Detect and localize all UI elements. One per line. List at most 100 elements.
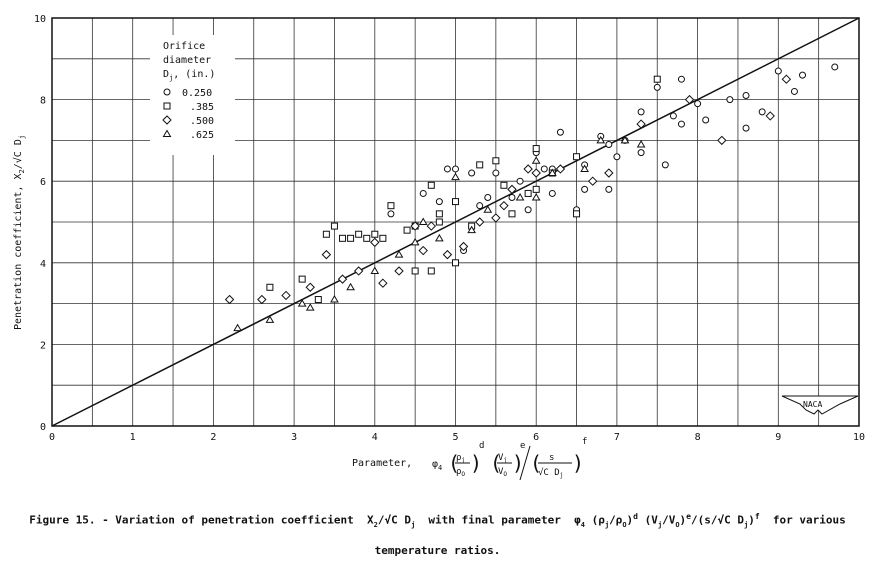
square-point xyxy=(573,153,581,161)
legend-label: 0.250 xyxy=(182,88,212,99)
svg-text:d: d xyxy=(479,441,484,451)
diamond-point xyxy=(491,213,501,223)
triangle-point xyxy=(297,299,307,307)
x-tick-label: 1 xyxy=(130,432,136,443)
figure-caption-line1: Figure 15. - Variation of penetration co… xyxy=(29,512,846,529)
diamond-point xyxy=(378,278,388,288)
svg-text:φ4: φ4 xyxy=(432,459,442,472)
diamond-point xyxy=(281,290,291,301)
triangle-point xyxy=(515,193,525,201)
x-tick-label: 5 xyxy=(452,432,458,443)
square-point xyxy=(266,283,274,291)
circle-point xyxy=(605,140,613,148)
scatter-chart: 0 1 2 3 4 5 6 7 8 9 10 0 2 4 6 8 10 Orifice diameter Dj,… xyxy=(12,14,865,481)
reference-line xyxy=(51,17,860,427)
svg-text:(: ( xyxy=(490,451,502,475)
y-tick-label: 6 xyxy=(40,177,46,188)
triangle-point xyxy=(596,135,606,144)
diamond-point xyxy=(765,111,775,121)
svg-text:): ) xyxy=(572,451,584,475)
circle-point xyxy=(637,108,645,116)
x-tick-label: 3 xyxy=(291,432,297,443)
legend-title-2: diameter xyxy=(163,55,211,66)
legend-label: .625 xyxy=(190,130,214,141)
circle-point xyxy=(419,189,427,197)
legend-label: .500 xyxy=(190,116,214,127)
square-point xyxy=(476,161,484,169)
axis-ticks: 0 1 2 3 4 5 6 7 8 9 10 0 2 4 6 8 10 xyxy=(34,14,865,443)
circle-point xyxy=(661,161,669,169)
circle-point xyxy=(516,177,524,185)
triangle-point xyxy=(451,172,460,181)
square-point xyxy=(379,234,387,242)
circle-point xyxy=(452,165,459,173)
square-point xyxy=(322,230,330,238)
square-point xyxy=(500,181,508,189)
circle-point xyxy=(831,63,839,71)
circle-point xyxy=(443,165,451,173)
circle-point xyxy=(556,128,564,136)
square-point xyxy=(573,210,581,218)
y-tick-label: 10 xyxy=(34,14,46,25)
circle-point xyxy=(758,108,766,116)
svg-text:(: ( xyxy=(530,451,542,475)
x-tick-label: 6 xyxy=(533,432,539,443)
diamond-point xyxy=(604,168,614,178)
y-axis-label: Penetration coefficient, X2/√C Dj xyxy=(12,135,26,330)
circle-point xyxy=(637,149,645,157)
square-point xyxy=(532,145,540,153)
diamond-point xyxy=(636,119,646,129)
circle-point xyxy=(653,83,661,91)
triangle-point xyxy=(233,323,242,332)
circle-point xyxy=(790,87,798,95)
diamond-point xyxy=(523,164,533,174)
square-point xyxy=(298,275,306,283)
square-point xyxy=(387,202,395,210)
diamond-point xyxy=(224,294,235,305)
diamond-point xyxy=(337,274,348,284)
x-tick-label: 2 xyxy=(210,432,216,443)
circle-point xyxy=(694,100,702,108)
square-point xyxy=(347,234,355,242)
svg-text:ρO: ρO xyxy=(456,467,465,478)
circle-point xyxy=(540,165,548,173)
legend-title-1: Orifice xyxy=(163,41,205,52)
circle-point xyxy=(669,112,677,120)
square-point xyxy=(532,185,540,193)
diamond-point xyxy=(781,74,792,84)
svg-text:ρj: ρj xyxy=(456,453,465,464)
data-points xyxy=(224,63,839,332)
diamond-point xyxy=(531,168,541,178)
circle-point xyxy=(468,169,476,177)
svg-text:s: s xyxy=(549,453,554,463)
square-point xyxy=(452,198,459,206)
triangle-point xyxy=(346,282,355,291)
svg-text:(: ( xyxy=(448,451,460,475)
triangle-point xyxy=(370,266,380,274)
triangle-point xyxy=(410,237,420,246)
circle-point xyxy=(548,189,556,197)
circle-point xyxy=(702,116,710,124)
square-point xyxy=(314,296,322,304)
diamond-point xyxy=(394,266,404,276)
diamond-point xyxy=(370,237,380,248)
circle-point xyxy=(742,124,750,132)
square-point xyxy=(508,210,516,218)
svg-text:e: e xyxy=(520,441,525,451)
diamond-point xyxy=(257,294,267,305)
svg-text:√C Dj: √C Dj xyxy=(538,467,563,479)
square-point xyxy=(452,259,459,267)
circle-point xyxy=(508,194,516,202)
square-point xyxy=(363,234,371,242)
circle-point xyxy=(799,71,807,79)
circle-point xyxy=(774,67,782,75)
triangle-point xyxy=(620,135,630,144)
diamond-point xyxy=(442,249,453,260)
circle-legend-icon xyxy=(163,88,171,96)
svg-text:VO: VO xyxy=(498,467,507,478)
circle-point xyxy=(677,120,685,128)
triangle-point xyxy=(580,164,589,172)
square-point xyxy=(427,267,435,275)
circle-point xyxy=(613,153,621,161)
diamond-legend-icon xyxy=(162,115,172,125)
